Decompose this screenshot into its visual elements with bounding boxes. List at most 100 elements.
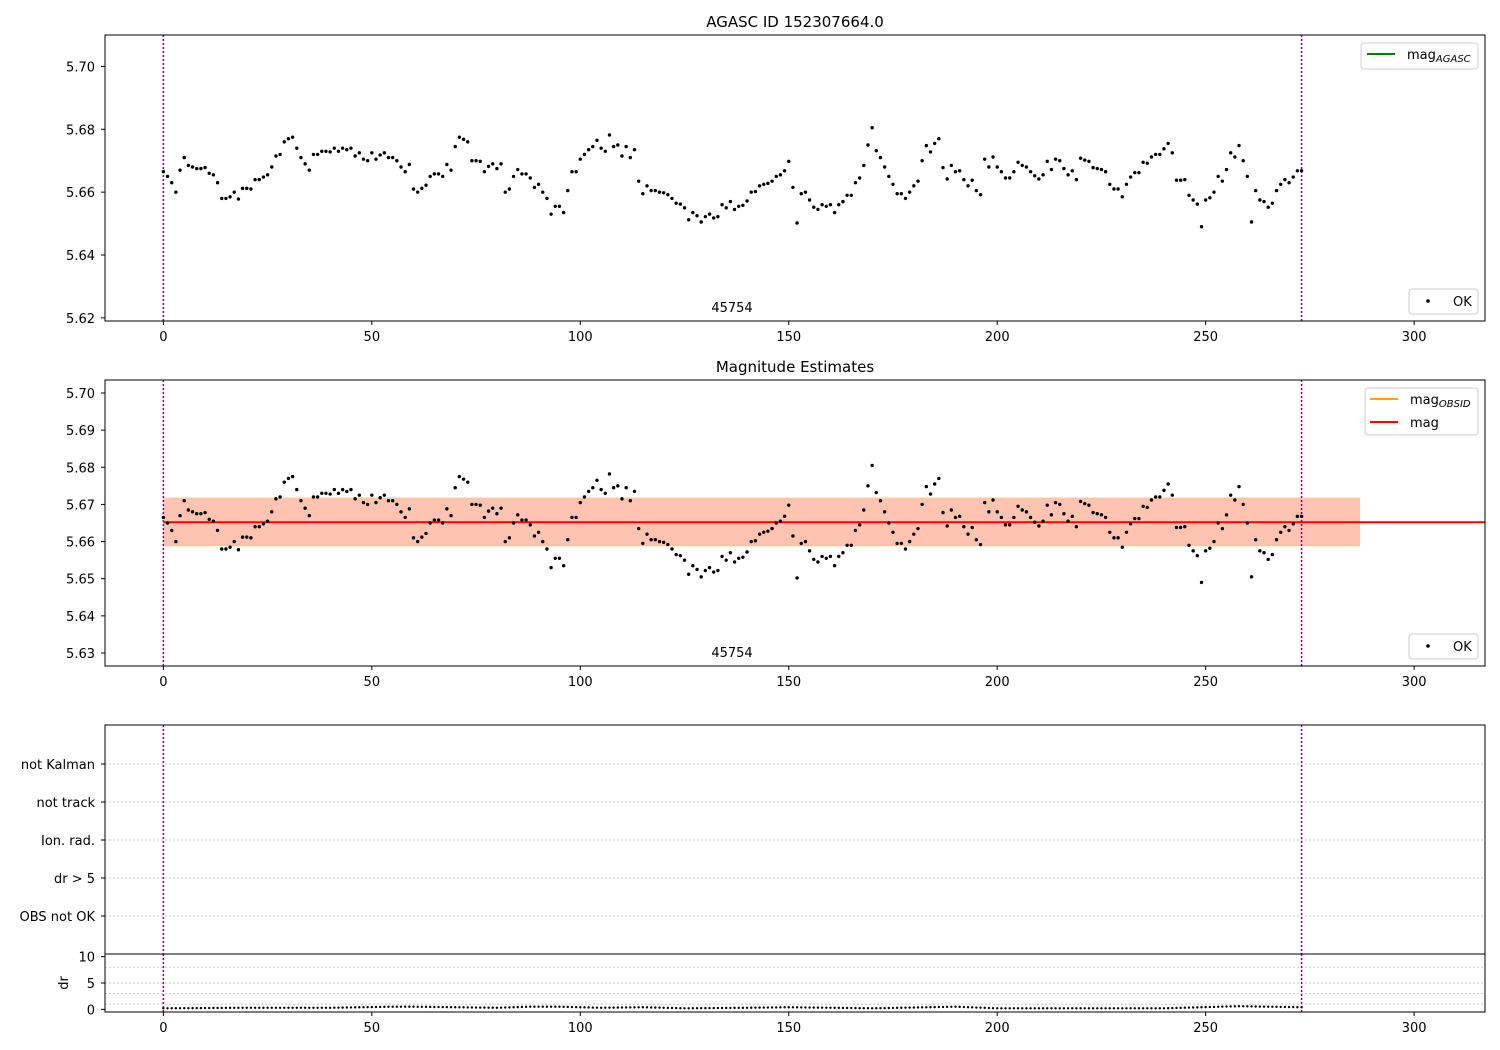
mag-point	[978, 192, 983, 197]
dr-point	[1150, 1007, 1153, 1010]
dr-point	[1137, 1007, 1141, 1010]
mag-point	[962, 177, 966, 182]
mag-point	[207, 171, 211, 175]
dr-point	[954, 1005, 957, 1008]
mag-point	[270, 510, 274, 514]
mag-point	[1003, 176, 1008, 180]
mag-point	[415, 190, 420, 194]
mag-point	[261, 175, 266, 179]
y-tick-label: 5.63	[66, 647, 95, 662]
mag-point	[791, 534, 795, 538]
mag-point	[520, 518, 524, 522]
dr-point	[1021, 1007, 1024, 1010]
dr-point	[800, 1006, 803, 1009]
mag-point	[1091, 165, 1095, 170]
dr-point	[662, 1006, 665, 1009]
mag-point	[536, 530, 541, 534]
mag-point	[832, 564, 837, 568]
dr-point	[883, 1006, 886, 1010]
dr-point	[1016, 1007, 1020, 1010]
dr-point	[337, 1006, 340, 1009]
mag-point	[516, 167, 520, 172]
mag-point	[1266, 205, 1270, 209]
dr-point	[328, 1006, 332, 1009]
mag-point	[816, 560, 820, 564]
mag-point	[807, 198, 812, 202]
mag-point	[653, 538, 658, 542]
legend-upper: magAGASC	[1360, 42, 1479, 70]
mag-point	[240, 186, 245, 191]
dr-point	[412, 1005, 415, 1008]
x-tick-label: 250	[1193, 1021, 1218, 1036]
mag-point	[853, 181, 858, 185]
dr-point	[599, 1006, 603, 1009]
dr-point	[1037, 1007, 1041, 1010]
dr-point	[1125, 1007, 1128, 1010]
mag-point	[887, 521, 891, 525]
mag-point	[528, 523, 532, 527]
mag-point	[1166, 141, 1170, 146]
dr-point	[766, 1006, 770, 1009]
mag-point	[553, 204, 557, 208]
mag-point	[353, 497, 357, 501]
agasc-magnitude-panel: AGASC ID 152307664.0 5.62 5.64 5.66 5.68 5.7…	[66, 13, 1486, 345]
mag-point	[424, 183, 428, 187]
mag-point	[445, 162, 449, 167]
mag-point	[953, 170, 958, 174]
mag-point	[766, 181, 770, 186]
mag-point	[186, 163, 191, 168]
dr-point	[900, 1006, 903, 1009]
dr-point	[737, 1006, 740, 1010]
mag-point	[691, 564, 695, 568]
mag-point	[749, 539, 753, 544]
dr-point	[891, 1006, 895, 1010]
mag-point	[524, 172, 528, 176]
mag-point	[290, 135, 295, 139]
mag-point	[1287, 528, 1291, 533]
mag-point	[174, 539, 178, 544]
x-tick-label: 300	[1402, 330, 1427, 345]
dr-point	[870, 1007, 874, 1010]
mag-point	[1049, 167, 1054, 172]
dr-point	[504, 1006, 507, 1009]
mag-point	[1178, 525, 1183, 530]
dr-point	[358, 1006, 361, 1009]
mag-point	[674, 552, 678, 557]
dr-point	[745, 1006, 749, 1009]
dr-point	[203, 1006, 207, 1010]
mag-point	[245, 535, 249, 539]
dr-point	[996, 1007, 999, 1010]
mag-point	[561, 564, 566, 568]
mag-point	[570, 515, 574, 520]
mag-point	[611, 144, 616, 149]
mag-point	[824, 204, 828, 208]
dr-point	[1258, 1005, 1262, 1008]
mag-point	[411, 187, 416, 191]
mag-point	[549, 212, 553, 216]
dr-point	[708, 1006, 711, 1010]
mag-point	[1145, 161, 1149, 165]
dr-point	[1221, 1005, 1224, 1008]
legend-label-ok: OK	[1453, 295, 1472, 310]
mag-point	[699, 575, 703, 579]
mag-point	[536, 182, 541, 186]
mag-point	[1133, 516, 1137, 521]
dr-point	[299, 1006, 303, 1009]
mag-point	[657, 190, 662, 194]
y-tick-label: 5.64	[66, 610, 95, 625]
mag-point	[1212, 190, 1216, 194]
mag-point	[957, 169, 962, 173]
y-tick-label: 5.64	[66, 249, 95, 264]
dr-point	[195, 1006, 198, 1010]
mag-point	[253, 525, 257, 529]
mag-point	[286, 137, 291, 141]
mag-point	[753, 539, 758, 543]
mag-point	[457, 474, 462, 479]
mag-point	[724, 558, 728, 562]
mag-point	[1174, 178, 1179, 182]
dr-point	[1208, 1005, 1212, 1009]
mag-point	[1066, 173, 1070, 177]
legend-lower: OK	[1408, 288, 1479, 315]
mag-point	[1208, 196, 1212, 200]
dr-point	[1046, 1007, 1049, 1010]
